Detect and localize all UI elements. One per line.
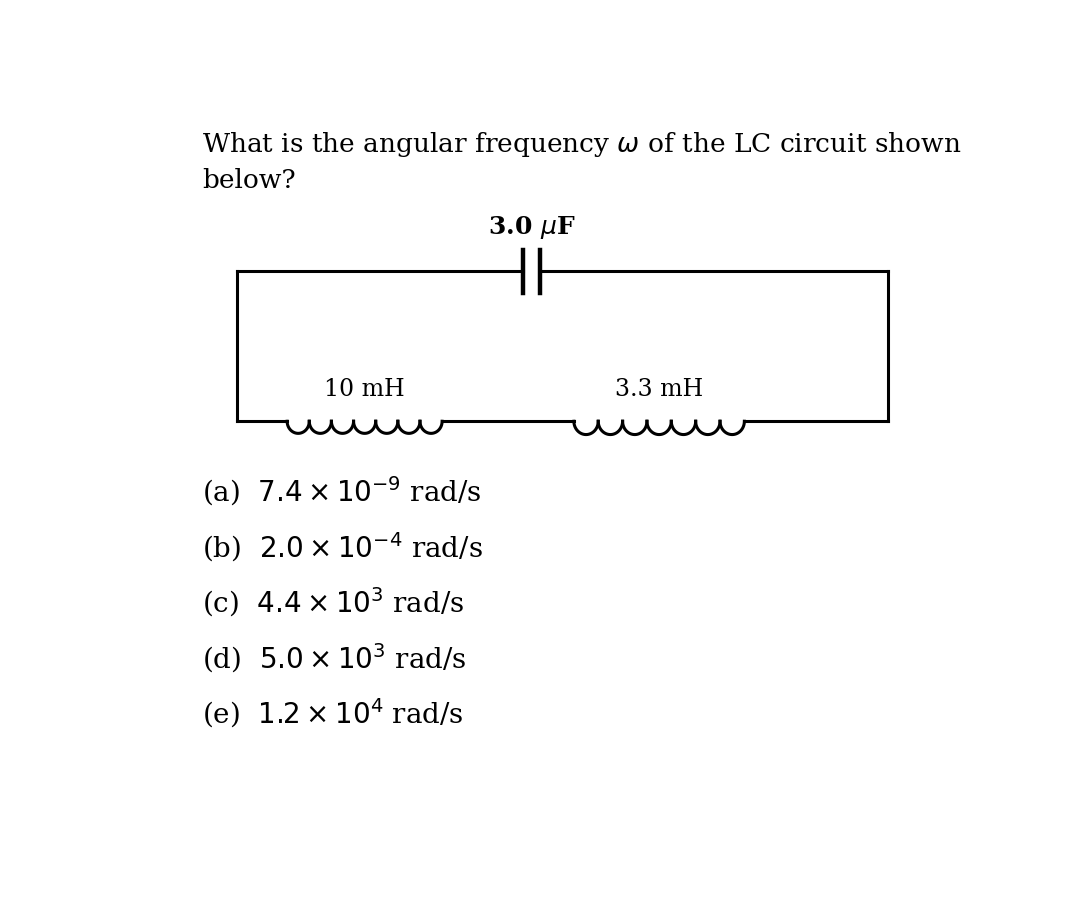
- Text: (c)  $4.4 \times 10^{3}$ rad/s: (c) $4.4 \times 10^{3}$ rad/s: [202, 585, 465, 618]
- Text: 3.0 $\mu$F: 3.0 $\mu$F: [487, 214, 574, 241]
- Text: 10 mH: 10 mH: [324, 378, 405, 401]
- Text: 3.3 mH: 3.3 mH: [615, 378, 703, 401]
- Text: (a)  $7.4 \times 10^{-9}$ rad/s: (a) $7.4 \times 10^{-9}$ rad/s: [202, 474, 481, 508]
- Text: What is the angular frequency $\omega$ of the LC circuit shown: What is the angular frequency $\omega$ o…: [202, 130, 961, 158]
- Text: (d)  $5.0 \times 10^{3}$ rad/s: (d) $5.0 \times 10^{3}$ rad/s: [202, 641, 467, 674]
- Text: below?: below?: [202, 168, 296, 193]
- Text: (e)  $1.2 \times 10^{4}$ rad/s: (e) $1.2 \times 10^{4}$ rad/s: [202, 696, 463, 730]
- Text: (b)  $2.0 \times 10^{-4}$ rad/s: (b) $2.0 \times 10^{-4}$ rad/s: [202, 529, 483, 563]
